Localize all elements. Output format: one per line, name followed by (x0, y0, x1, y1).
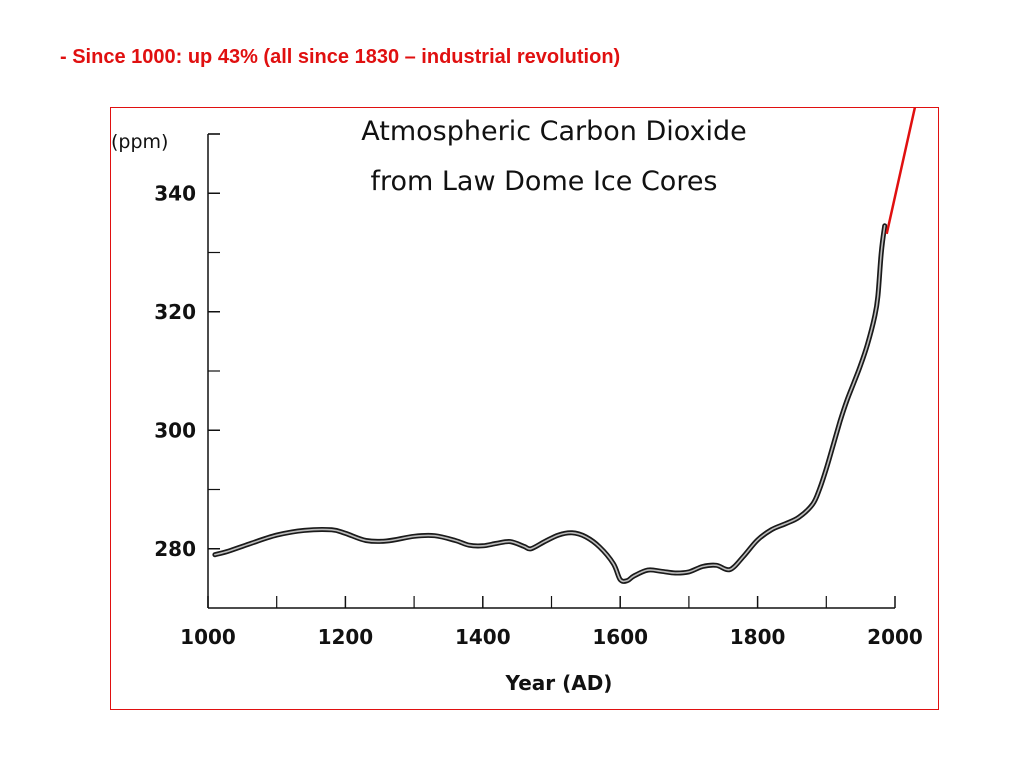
y-tick-label: 320 (154, 300, 196, 324)
chart-subtitle: from Law Dome Ice Cores (370, 166, 717, 197)
x-axis-label: Year (AD) (505, 671, 613, 695)
x-tick-label: 1400 (455, 625, 511, 649)
y-tick-label: 340 (154, 181, 196, 205)
x-tick-label: 2000 (867, 625, 923, 649)
co2-chart: Atmospheric Carbon Dioxide from Law Dome… (111, 108, 923, 695)
x-tick-label: 1000 (180, 625, 236, 649)
chart-frame: Atmospheric Carbon Dioxide from Law Dome… (110, 107, 939, 710)
co2-series-line-highlight (214, 225, 886, 583)
slide-note: - Since 1000: up 43% (all since 1830 – i… (60, 46, 621, 68)
x-tick-label: 1200 (318, 625, 374, 649)
axes: 280 300 320 340 1000 1200 1400 1600 1800 2000 (154, 133, 923, 649)
co2-series-line (212, 223, 888, 584)
x-tick-label: 1600 (592, 625, 648, 649)
chart-title: Atmospheric Carbon Dioxide (361, 116, 746, 147)
annotation-pointer-line (885, 108, 917, 235)
y-tick-label: 300 (154, 418, 196, 442)
y-tick-label: 280 (154, 537, 196, 561)
series-layer (212, 223, 888, 584)
y-axis-label: (ppm) (111, 131, 168, 153)
x-tick-label: 1800 (730, 625, 786, 649)
annotation-layer (885, 108, 917, 235)
